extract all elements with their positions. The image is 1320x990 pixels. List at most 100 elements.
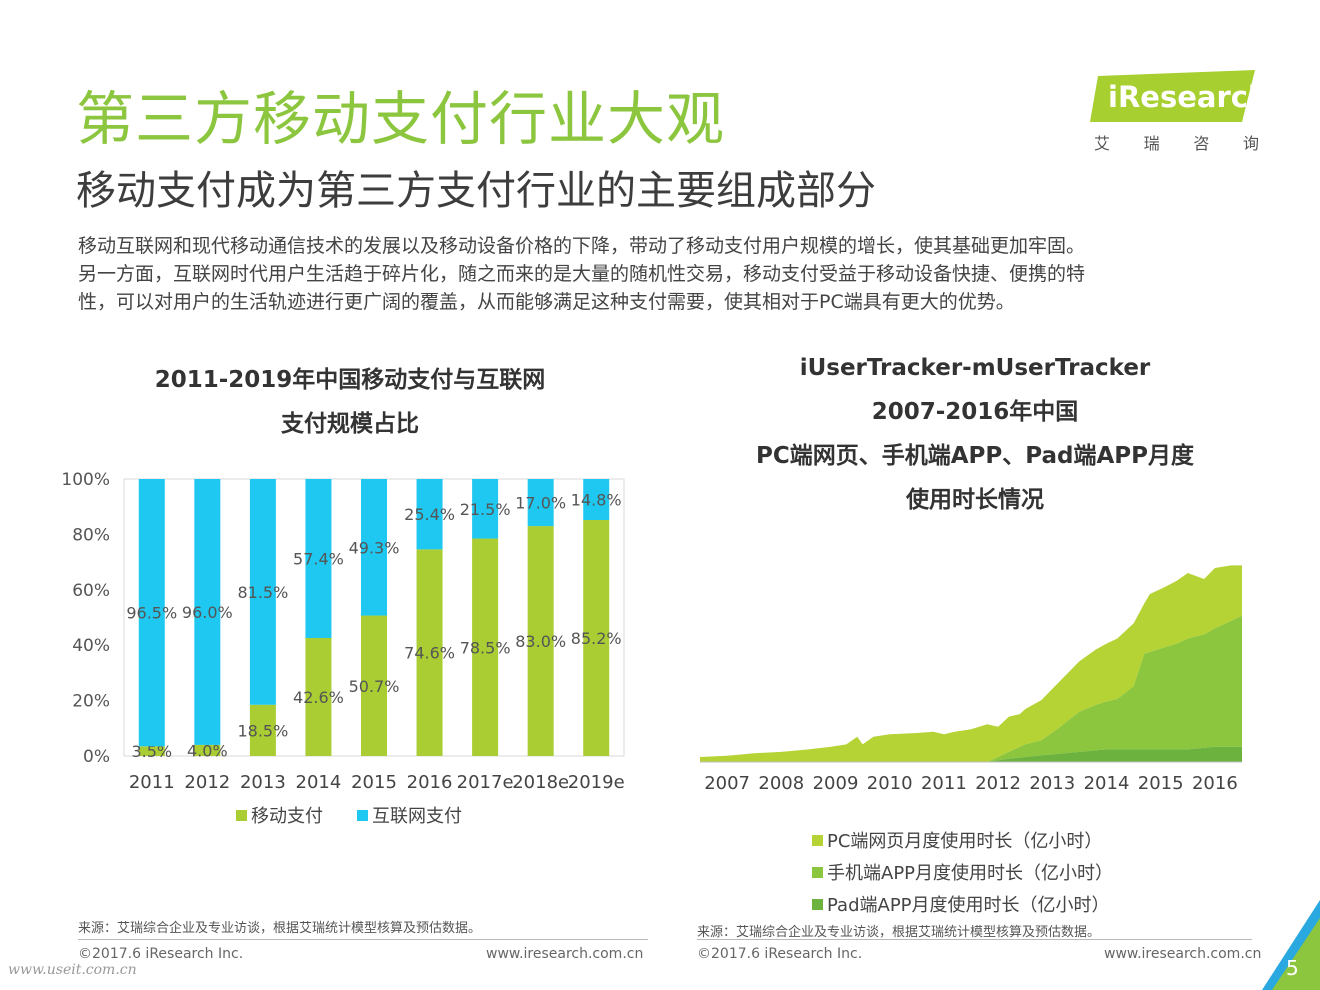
- url-right[interactable]: www.iresearch.com.cn: [1104, 946, 1262, 962]
- logo-char: 艾: [1094, 134, 1111, 153]
- data-label: 96.0%: [182, 603, 233, 622]
- bar-chart-title: 2011-2019年中国移动支付与互联网 支付规模占比: [80, 358, 620, 446]
- area-series: [700, 565, 1242, 762]
- bar-segment: [527, 479, 554, 527]
- logo-char: 咨: [1193, 134, 1210, 153]
- copyright-left: ©2017.6 iResearch Inc.: [78, 946, 244, 962]
- bar-segment: [194, 479, 221, 745]
- footer-divider-left: [78, 939, 648, 940]
- x-tick-label: 2016: [407, 772, 453, 790]
- bar-chart-title-line: 2011-2019年中国移动支付与互联网: [154, 367, 546, 393]
- paragraph-line: 另一方面，互联网时代用户生活趋于碎片化，随之而来的是大量的随机性交易，移动支付受…: [78, 263, 1086, 285]
- legend-swatch: [812, 866, 823, 878]
- bar-segment: [416, 549, 443, 756]
- area-series: [700, 615, 1242, 762]
- source-note-right: 来源：艾瑞综合企业及专业访谈，根据艾瑞统计模型核算及预估数据。: [697, 925, 1101, 940]
- area-series: [700, 746, 1242, 762]
- x-tick-label: 2018e: [512, 772, 569, 790]
- data-label: 85.2%: [571, 629, 622, 648]
- data-label: 14.8%: [571, 490, 622, 509]
- data-label: 96.5%: [126, 604, 177, 623]
- x-tick-label: 2013: [1029, 773, 1075, 794]
- page-title: 第三方移动支付行业大观: [76, 85, 726, 153]
- data-label: 25.4%: [404, 505, 455, 524]
- y-tick-label: 60%: [72, 581, 110, 601]
- legend-label: 互联网支付: [372, 806, 462, 827]
- x-tick-label: 2007: [704, 773, 750, 794]
- logo-chinese: 艾 瑞 咨 询: [1094, 130, 1259, 154]
- data-label: 81.5%: [237, 583, 288, 602]
- x-tick-label: 2013: [240, 772, 286, 790]
- stacked-area-chart: 2007 2008 2009 2010 2011 2012 2013 2014 2015 2016: [700, 565, 1242, 794]
- logo-banner-shape: [1090, 70, 1255, 122]
- bar-segment: [249, 479, 276, 705]
- data-label: 42.6%: [293, 688, 344, 707]
- x-tick-label: 2015: [351, 772, 397, 790]
- bar-segment: [583, 519, 610, 756]
- legend-label: Pad端APP月度使用时长（亿小时）: [827, 895, 1110, 916]
- y-tick-label: 0%: [83, 747, 110, 767]
- stacked-bar-chart: 0% 20% 40% 60% 80% 100% 3.5% 96.5% 2011 4.0% 96.0%…: [61, 470, 625, 790]
- y-tick-label: 80%: [72, 525, 110, 545]
- legend-label: 移动支付: [251, 806, 323, 827]
- x-tick-label: 2015: [1138, 773, 1184, 794]
- logo-brand-text: iResearch: [1108, 80, 1269, 114]
- bar-chart-title-line: 支付规模占比: [281, 411, 419, 437]
- intro-paragraph: 移动互联网和现代移动通信技术的发展以及移动设备价格的下降，带动了移动支付用户规模…: [78, 232, 1258, 316]
- data-label: 17.0%: [515, 494, 566, 513]
- x-tick-label: 2010: [867, 773, 913, 794]
- logo-char: 询: [1242, 134, 1259, 153]
- legend-label: 手机端APP月度使用时长（亿小时）: [827, 863, 1114, 884]
- legend-item-phone: 手机端APP月度使用时长（亿小时）: [812, 856, 1113, 888]
- area-chart-title-line: iUserTracker-mUserTracker: [799, 355, 1151, 381]
- page-number: 5: [1286, 956, 1299, 980]
- bar-segment: [527, 526, 554, 756]
- area-chart-title-line: 使用时长情况: [906, 487, 1044, 513]
- paragraph-line: 移动互联网和现代移动通信技术的发展以及移动设备价格的下降，带动了移动支付用户规模…: [78, 235, 1086, 257]
- source-note-left: 来源：艾瑞综合企业及专业访谈，根据艾瑞统计模型核算及预估数据。: [78, 921, 482, 936]
- data-label: 3.5%: [131, 742, 172, 761]
- bar-segment: [194, 744, 221, 756]
- iresearch-logo: [1090, 70, 1255, 122]
- watermark: www.useit.com.cn: [8, 962, 137, 978]
- data-label: 49.3%: [349, 538, 400, 557]
- bar-segment: [361, 479, 387, 616]
- x-tick-label: 2012: [975, 773, 1021, 794]
- data-label: 57.4%: [293, 549, 344, 568]
- data-label: 21.5%: [460, 500, 511, 519]
- corner-decoration: [1262, 900, 1320, 990]
- legend-item-internet: 互联网支付: [357, 802, 462, 828]
- bar-chart-legend: 移动支付 互联网支付: [236, 802, 462, 828]
- legend-swatch: [236, 809, 247, 821]
- bar-segment: [583, 479, 610, 520]
- page-subtitle: 移动支付成为第三方支付行业的主要组成部分: [76, 168, 876, 214]
- x-tick-label: 2009: [813, 773, 859, 794]
- corner-green-triangle: [1272, 918, 1320, 990]
- x-tick-label: 2008: [758, 773, 804, 794]
- paragraph-line: 性，可以对用户的生活轨迹进行更广阔的覆盖，从而能够满足这种支付需要，使其相对于P…: [78, 291, 1015, 313]
- copyright-right: ©2017.6 iResearch Inc.: [697, 946, 863, 962]
- data-label: 50.7%: [349, 677, 400, 696]
- data-label: 83.0%: [515, 632, 566, 651]
- legend-item-pc: PC端网页月度使用时长（亿小时）: [812, 824, 1113, 856]
- legend-item-mobile: 移动支付: [236, 802, 323, 828]
- bar-segment: [305, 637, 332, 756]
- y-tick-label: 100%: [61, 470, 110, 490]
- legend-label: PC端网页月度使用时长（亿小时）: [827, 831, 1103, 852]
- legend-swatch: [812, 898, 823, 910]
- area-chart-title-line: 2007-2016年中国: [871, 399, 1079, 425]
- bar-segment: [138, 479, 165, 747]
- data-label: 4.0%: [187, 741, 228, 760]
- data-label: 74.6%: [404, 644, 455, 663]
- x-tick-label: 2019e: [568, 772, 625, 790]
- area-chart-title-line: PC端网页、手机端APP、Pad端APP月度: [756, 443, 1194, 469]
- logo-char: 瑞: [1143, 134, 1160, 153]
- legend-swatch: [357, 809, 368, 821]
- url-left[interactable]: www.iresearch.com.cn: [486, 946, 644, 962]
- legend-swatch: [812, 834, 823, 846]
- data-label: 78.5%: [460, 638, 511, 657]
- bar-segment: [138, 746, 165, 756]
- area-chart-legend: PC端网页月度使用时长（亿小时） 手机端APP月度使用时长（亿小时） Pad端A…: [812, 824, 1113, 920]
- x-tick-label: 2011: [921, 773, 967, 794]
- bar-segment: [249, 704, 276, 756]
